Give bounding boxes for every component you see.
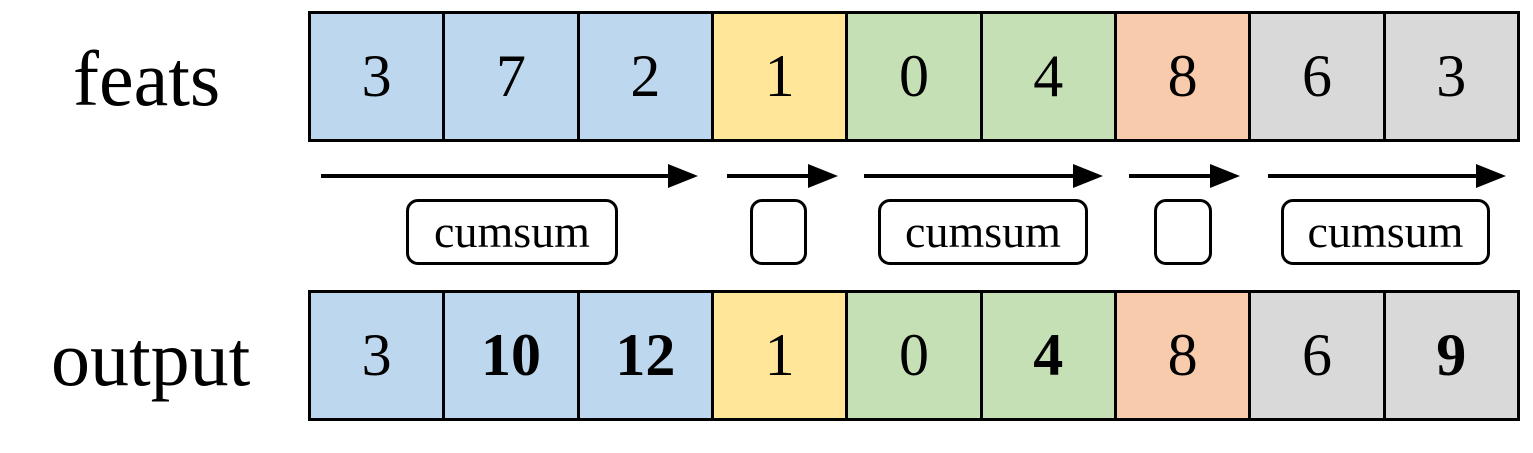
arrow-segment-1: [321, 164, 698, 188]
output-cell: 3: [311, 293, 443, 418]
feats-strip: 3 7 2 1 0 4 8 6 3: [308, 11, 1520, 142]
output-label: output: [51, 315, 251, 402]
arrow-segment-3: [864, 164, 1103, 188]
output-cell: 9: [1382, 293, 1517, 418]
cumsum-box: cumsum: [406, 199, 618, 265]
output-cell: 0: [845, 293, 980, 418]
feats-cell: 8: [1113, 14, 1249, 139]
cumsum-box: cumsum: [1281, 199, 1490, 265]
feats-label: feats: [73, 35, 221, 122]
feats-cell: 1: [710, 14, 846, 139]
arrow-segment-2: [727, 164, 838, 188]
feats-cell: 3: [311, 14, 443, 139]
output-cell: 4: [979, 293, 1114, 418]
feats-cell: 0: [845, 14, 980, 139]
output-cell: 8: [1113, 293, 1249, 418]
feats-cell: 7: [442, 14, 577, 139]
output-cell: 12: [576, 293, 711, 418]
output-cell: 1: [710, 293, 846, 418]
arrow-segment-5: [1268, 164, 1506, 188]
arrow-segment-4: [1129, 164, 1240, 188]
feats-cell: 3: [1382, 14, 1517, 139]
feats-cell: 4: [979, 14, 1114, 139]
empty-op-box: [750, 199, 807, 265]
empty-op-box: [1154, 199, 1212, 265]
output-cell: 10: [442, 293, 577, 418]
output-cell: 6: [1248, 293, 1383, 418]
feats-cell: 6: [1248, 14, 1383, 139]
cumsum-box: cumsum: [878, 199, 1088, 265]
feats-cell: 2: [576, 14, 711, 139]
output-strip: 3 10 12 1 0 4 8 6 9: [308, 290, 1520, 421]
